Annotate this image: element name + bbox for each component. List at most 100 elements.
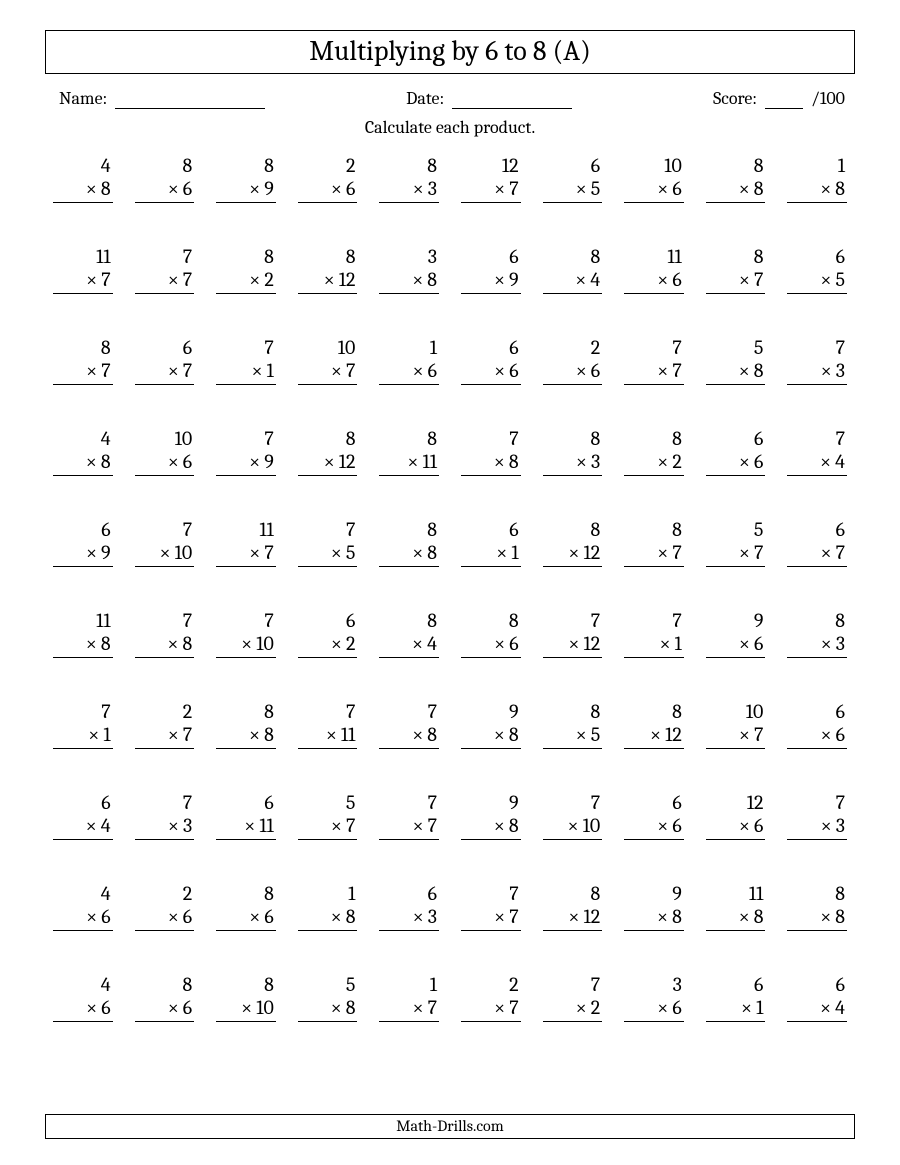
multiplier-row: × 6 <box>53 905 113 931</box>
multiplier-row: × 2 <box>624 450 684 476</box>
multiplicand: 2 <box>135 882 195 905</box>
multiplicand: 5 <box>706 336 766 359</box>
multiplicand: 7 <box>298 700 358 723</box>
multiplicand: 7 <box>135 791 195 814</box>
multiplier-row: × 7 <box>787 541 847 567</box>
multiplication-problem: 7× 7 <box>624 336 684 385</box>
multiplication-problem: 3× 6 <box>624 973 684 1022</box>
multiplication-problem: 8× 2 <box>624 427 684 476</box>
name-field-group: Name: <box>59 88 265 109</box>
name-input-line[interactable] <box>115 91 265 109</box>
multiplier-row: × 7 <box>216 541 276 567</box>
multiplier-row: × 7 <box>624 541 684 567</box>
multiplication-problem: 8× 12 <box>624 700 684 749</box>
multiplication-problem: 6× 6 <box>461 336 521 385</box>
multiplication-problem: 8× 11 <box>379 427 439 476</box>
multiplication-problem: 5× 7 <box>706 518 766 567</box>
date-label: Date: <box>406 88 444 109</box>
score-label: Score: <box>713 88 757 109</box>
multiplication-problem: 6× 7 <box>787 518 847 567</box>
multiplicand: 8 <box>216 700 276 723</box>
name-label: Name: <box>59 88 107 109</box>
multiplier-row: × 8 <box>706 359 766 385</box>
multiplicand: 8 <box>379 427 439 450</box>
multiplication-problem: 11× 8 <box>706 882 766 931</box>
multiplier-row: × 12 <box>298 268 358 294</box>
multiplicand: 1 <box>379 973 439 996</box>
multiplication-problem: 9× 6 <box>706 609 766 658</box>
multiplication-problem: 7× 3 <box>135 791 195 840</box>
multiplier-row: × 3 <box>543 450 603 476</box>
multiplier-row: × 6 <box>53 996 113 1022</box>
multiplicand: 6 <box>787 245 847 268</box>
multiplication-problem: 5× 8 <box>706 336 766 385</box>
multiplicand: 8 <box>543 700 603 723</box>
multiplier-row: × 8 <box>298 905 358 931</box>
multiplier-row: × 8 <box>787 177 847 203</box>
multiplicand: 6 <box>135 336 195 359</box>
multiplier-row: × 8 <box>787 905 847 931</box>
multiplier-row: × 3 <box>135 814 195 840</box>
multiplicand: 11 <box>706 882 766 905</box>
multiplier-row: × 7 <box>298 359 358 385</box>
multiplier-row: × 8 <box>53 450 113 476</box>
multiplicand: 7 <box>298 518 358 541</box>
multiplicand: 8 <box>706 245 766 268</box>
multiplication-problem: 9× 8 <box>624 882 684 931</box>
multiplicand: 9 <box>624 882 684 905</box>
worksheet-page: Multiplying by 6 to 8 (A) Name: Date: Sc… <box>0 0 900 1165</box>
multiplication-problem: 12× 7 <box>461 154 521 203</box>
multiplicand: 10 <box>135 427 195 450</box>
multiplicand: 1 <box>379 336 439 359</box>
multiplicand: 7 <box>461 882 521 905</box>
multiplicand: 7 <box>216 427 276 450</box>
multiplication-problem: 7× 1 <box>53 700 113 749</box>
multiplication-problem: 12× 6 <box>706 791 766 840</box>
multiplication-problem: 6× 3 <box>379 882 439 931</box>
multiplication-problem: 7× 1 <box>624 609 684 658</box>
multiplier-row: × 12 <box>543 632 603 658</box>
multiplicand: 4 <box>53 154 113 177</box>
multiplicand: 9 <box>461 791 521 814</box>
multiplication-problem: 6× 9 <box>53 518 113 567</box>
multiplication-problem: 6× 6 <box>624 791 684 840</box>
multiplier-row: × 7 <box>379 996 439 1022</box>
score-input-line[interactable] <box>765 91 803 109</box>
multiplier-row: × 3 <box>379 177 439 203</box>
multiplicand: 6 <box>706 973 766 996</box>
multiplier-row: × 12 <box>543 905 603 931</box>
multiplier-row: × 5 <box>543 177 603 203</box>
multiplication-problem: 6× 6 <box>787 700 847 749</box>
multiplier-row: × 8 <box>379 723 439 749</box>
multiplication-problem: 6× 4 <box>787 973 847 1022</box>
multiplicand: 6 <box>298 609 358 632</box>
multiplication-problem: 9× 8 <box>461 700 521 749</box>
multiplicand: 7 <box>135 245 195 268</box>
multiplier-row: × 3 <box>787 632 847 658</box>
multiplication-problem: 8× 6 <box>216 882 276 931</box>
multiplier-row: × 7 <box>461 177 521 203</box>
date-input-line[interactable] <box>452 91 572 109</box>
multiplicand: 3 <box>379 245 439 268</box>
multiplication-problem: 7× 7 <box>461 882 521 931</box>
multiplication-problem: 5× 7 <box>298 791 358 840</box>
multiplication-problem: 1× 8 <box>298 882 358 931</box>
multiplication-problem: 8× 7 <box>624 518 684 567</box>
multiplicand: 12 <box>461 154 521 177</box>
multiplier-row: × 8 <box>461 723 521 749</box>
multiplier-row: × 6 <box>706 632 766 658</box>
multiplicand: 8 <box>624 427 684 450</box>
multiplicand: 8 <box>543 245 603 268</box>
multiplication-problem: 6× 7 <box>135 336 195 385</box>
multiplication-problem: 8× 12 <box>298 245 358 294</box>
multiplicand: 2 <box>298 154 358 177</box>
title-box: Multiplying by 6 to 8 (A) <box>45 30 855 74</box>
multiplicand: 7 <box>379 700 439 723</box>
multiplication-problem: 6× 5 <box>543 154 603 203</box>
multiplicand: 7 <box>135 518 195 541</box>
multiplicand: 8 <box>135 973 195 996</box>
multiplicand: 8 <box>543 427 603 450</box>
multiplicand: 7 <box>216 609 276 632</box>
multiplication-problem: 7× 3 <box>787 336 847 385</box>
multiplier-row: × 7 <box>135 268 195 294</box>
